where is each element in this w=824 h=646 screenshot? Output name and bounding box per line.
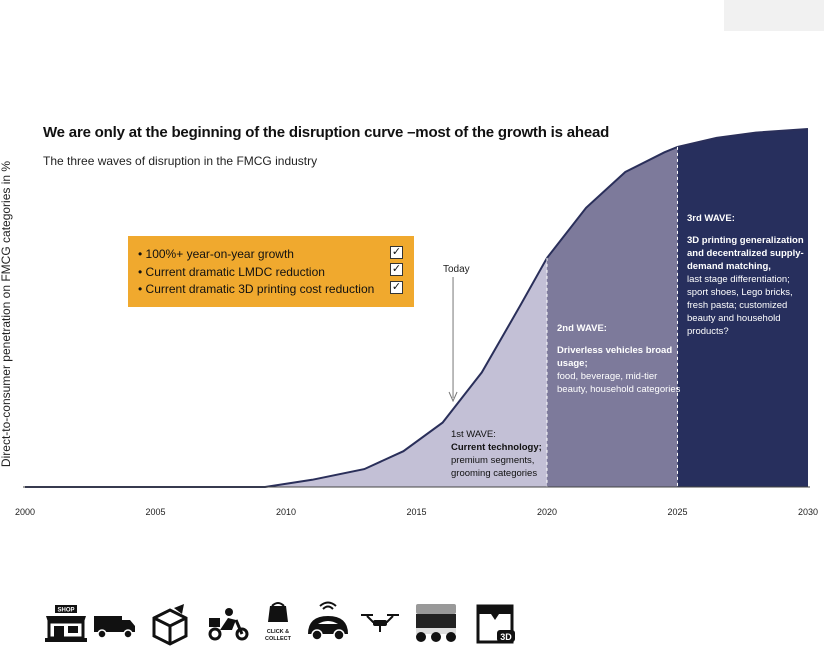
wave-2-title: 2nd WAVE: — [557, 323, 607, 334]
corner-panel — [724, 0, 824, 31]
wave-2-technology: Driverless vehicles broad usage; — [557, 345, 673, 369]
checkbox-checked: ✓ — [390, 281, 403, 294]
click-and-collect-icon: CLICK & COLLECT — [265, 602, 292, 642]
parcel-icon — [152, 604, 188, 646]
shop-sign-text: SHOP — [57, 608, 74, 614]
scooter-delivery-icon — [208, 608, 249, 641]
delivery-robot-icon — [416, 604, 456, 642]
drone-icon — [361, 614, 399, 632]
connected-car-icon — [308, 601, 348, 641]
wave-3-label: 3rd WAVE: 3D printing generalization and… — [687, 212, 809, 338]
x-tick-label: 2000 — [15, 507, 35, 517]
icon-strip: SHOP CLICK & COLLECT — [40, 600, 520, 646]
wave-1-area — [265, 257, 547, 487]
today-label: Today — [443, 264, 470, 275]
wave-1-title: 1st WAVE: — [451, 429, 496, 440]
wave-2-label: 2nd WAVE: Driverless vehicles broad usag… — [557, 322, 681, 396]
wave-3-area — [677, 129, 808, 487]
wave-3-title: 3rd WAVE: — [687, 213, 735, 224]
3d-printer-icon: 3D — [476, 604, 515, 644]
collect-text: COLLECT — [265, 636, 292, 642]
truck-icon — [94, 616, 135, 639]
callout-item-lmdc: • Current dramatic LMDC reduction — [138, 265, 325, 279]
shop-icon: SHOP — [45, 605, 87, 642]
click-text: CLICK & — [267, 629, 289, 635]
wave-3-technology: 3D printing generalization and decentral… — [687, 235, 804, 272]
checkbox-checked: ✓ — [390, 246, 403, 259]
callout-box: • 100%+ year-on-year growth ✓ • Current … — [128, 236, 414, 307]
printer-3d-text: 3D — [500, 632, 512, 642]
callout-item-3d-printing: • Current dramatic 3D printing cost redu… — [138, 282, 375, 296]
wave-1-technology: Current technology; — [451, 442, 542, 453]
x-tick-label: 2020 — [537, 507, 557, 517]
chart-subtitle: The three waves of disruption in the FMC… — [43, 154, 318, 168]
wave-3-categories: last stage differentiation; sport shoes,… — [687, 274, 793, 337]
wave-2-categories: food, beverage, mid-tier beauty, househo… — [557, 371, 681, 395]
chart-svg: 2000 2005 2010 2015 2020 2025 2030 — [15, 128, 818, 517]
callout-item-growth: • 100%+ year-on-year growth — [138, 247, 294, 261]
x-tick-label: 2025 — [667, 507, 687, 517]
wave-1-categories: premium segments, grooming categories — [451, 455, 538, 479]
x-tick-label: 2030 — [798, 507, 818, 517]
x-tick-label: 2005 — [145, 507, 165, 517]
today-arrow-head — [448, 391, 458, 403]
checkbox-checked: ✓ — [390, 263, 403, 276]
wave-1-label: 1st WAVE: Current technology; premium se… — [451, 428, 551, 480]
x-tick-label: 2010 — [276, 507, 296, 517]
wave-2-area — [547, 146, 678, 487]
penetration-curve — [25, 128, 809, 488]
x-tick-label: 2015 — [406, 507, 426, 517]
chart-title: We are only at the beginning of the disr… — [43, 124, 610, 141]
